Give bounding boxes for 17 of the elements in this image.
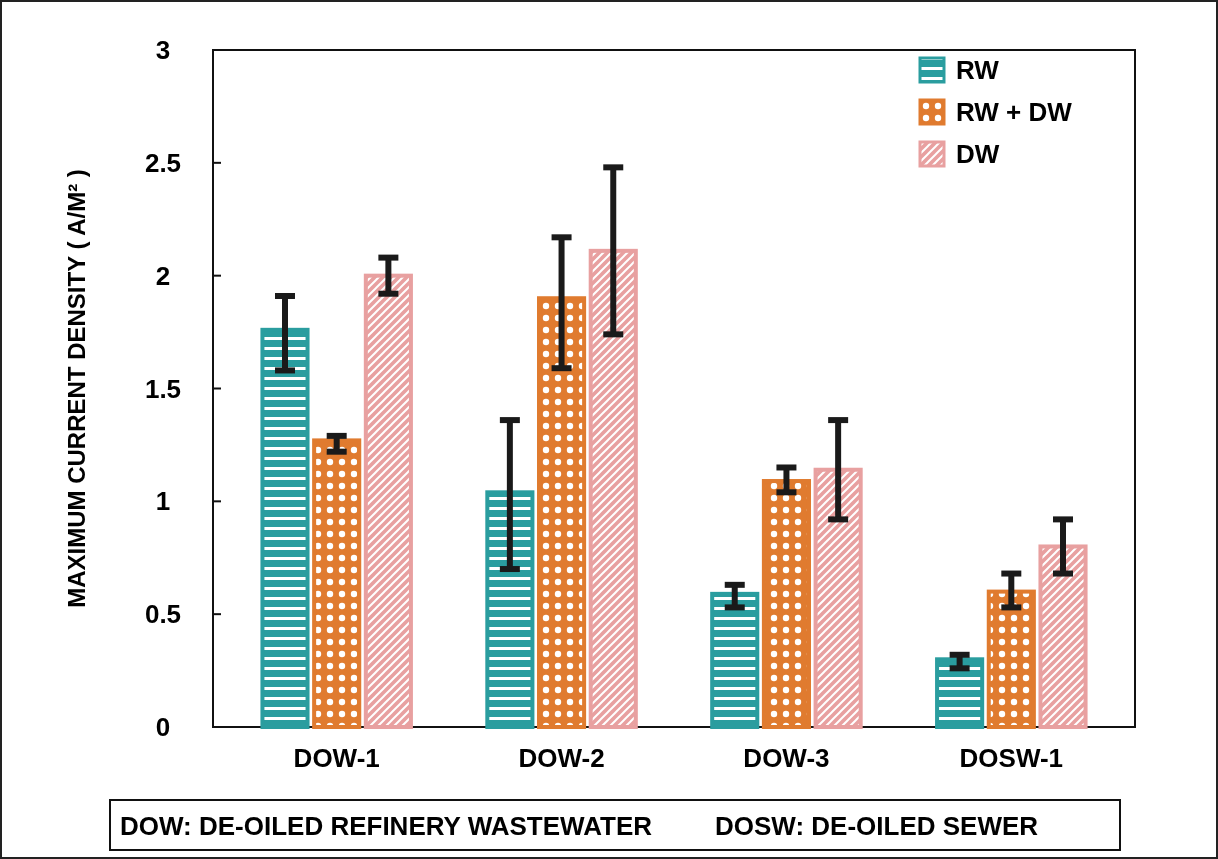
x-tick-label: DOW-3 bbox=[743, 743, 830, 773]
text: DOW: DE-OILED REFINERY WASTEWATER bbox=[120, 811, 653, 842]
y-tick-label: 2 bbox=[155, 260, 171, 291]
y-tick-label: 2.5 bbox=[144, 147, 182, 178]
y-tick-label: 0.5 bbox=[144, 599, 182, 630]
x-tick-label: DOW-2 bbox=[518, 743, 605, 773]
legend-label: DW bbox=[956, 139, 1000, 170]
y-tick-label: 3 bbox=[155, 35, 171, 66]
legend-label: RW bbox=[956, 55, 1000, 86]
y-tick-label: 1.5 bbox=[144, 373, 182, 404]
legend-label: RW + DW bbox=[956, 97, 1073, 128]
text: DOSW: DE-OILED SEWER bbox=[715, 811, 1039, 842]
y-tick-label: 0 bbox=[155, 712, 171, 743]
x-tick-label: DOW-1 bbox=[293, 743, 380, 773]
y-tick-label: 1 bbox=[155, 486, 171, 517]
y-axis-title: MAXIMUM CURRENT DENSITY ( A/M² ) bbox=[63, 169, 90, 608]
x-tick-label: DOSW-1 bbox=[959, 743, 1064, 773]
